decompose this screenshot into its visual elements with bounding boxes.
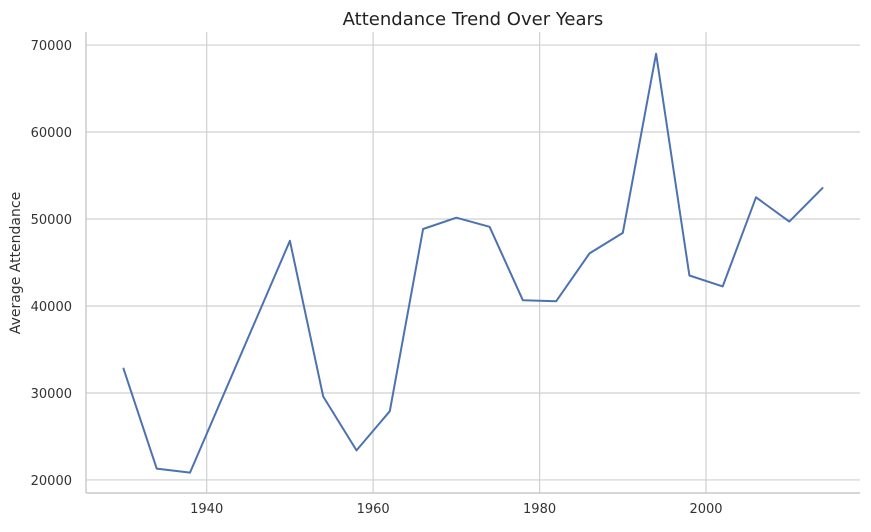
x-tick-labels: 1940 1960 1980 2000 <box>190 502 722 517</box>
x-gridlines <box>206 32 707 493</box>
y-tick-label: 70000 <box>31 39 72 54</box>
y-tick-label: 50000 <box>31 213 72 228</box>
y-tick-label: 20000 <box>31 474 72 489</box>
series-layer <box>122 52 824 474</box>
x-tick-label: 2000 <box>689 502 722 517</box>
y-gridlines <box>86 44 860 481</box>
y-axis-label: Average Attendance <box>8 192 24 334</box>
y-tick-label: 40000 <box>31 300 72 315</box>
x-tick-label: 1960 <box>357 502 390 517</box>
series-line <box>122 52 824 474</box>
x-tick-label: 1940 <box>190 502 223 517</box>
x-tick-label: 1980 <box>523 502 556 517</box>
y-tick-label: 60000 <box>31 126 72 141</box>
y-tick-label: 30000 <box>31 387 72 402</box>
y-tick-labels: 20000 30000 40000 50000 60000 70000 <box>31 39 72 489</box>
chart-title: Attendance Trend Over Years <box>343 9 604 30</box>
